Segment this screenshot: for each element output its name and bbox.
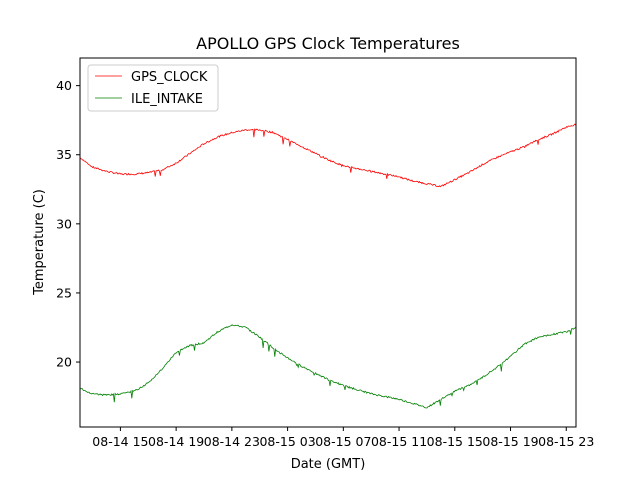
x-axis-label: Date (GMT) [291, 457, 366, 472]
y-tick-label: 20 [56, 355, 72, 370]
x-tick-label: 08-15 03 [259, 434, 315, 449]
chart-title: APOLLO GPS Clock Temperatures [196, 34, 460, 53]
y-tick-label: 30 [56, 216, 72, 231]
series-line-gps-clock [79, 123, 577, 188]
legend-label-ile-intake: ILE_INTAKE [131, 92, 203, 107]
plot-area [79, 57, 577, 428]
x-tick-label: 08-14 23 [204, 434, 260, 449]
legend-label-gps-clock: GPS_CLOCK [131, 70, 208, 85]
series-layer [79, 123, 577, 409]
x-tick-label: 08-14 19 [148, 434, 204, 449]
y-tick-label: 40 [56, 78, 72, 93]
x-tick-label: 08-14 15 [92, 434, 148, 449]
plot-frame [80, 58, 576, 427]
y-tick-label: 25 [56, 285, 72, 300]
legend: GPS_CLOCK ILE_INTAKE [87, 64, 219, 112]
plot-border [79, 57, 577, 428]
y-axis: 20 25 30 35 40 [56, 78, 80, 370]
x-tick-label: 08-15 23 [538, 434, 594, 449]
series-line-ile-intake [79, 324, 576, 409]
x-tick-label: 08-15 11 [371, 434, 427, 449]
x-tick-label: 08-15 07 [315, 434, 371, 449]
x-axis: 08-14 15 08-14 19 08-14 23 08-15 03 08-15 07… [92, 427, 594, 449]
y-tick-label: 35 [56, 147, 72, 162]
x-tick-label: 08-15 15 [427, 434, 483, 449]
legend-box [87, 64, 219, 112]
y-axis-label: Temperature (C) [32, 189, 47, 296]
x-tick-label: 08-15 19 [482, 434, 538, 449]
